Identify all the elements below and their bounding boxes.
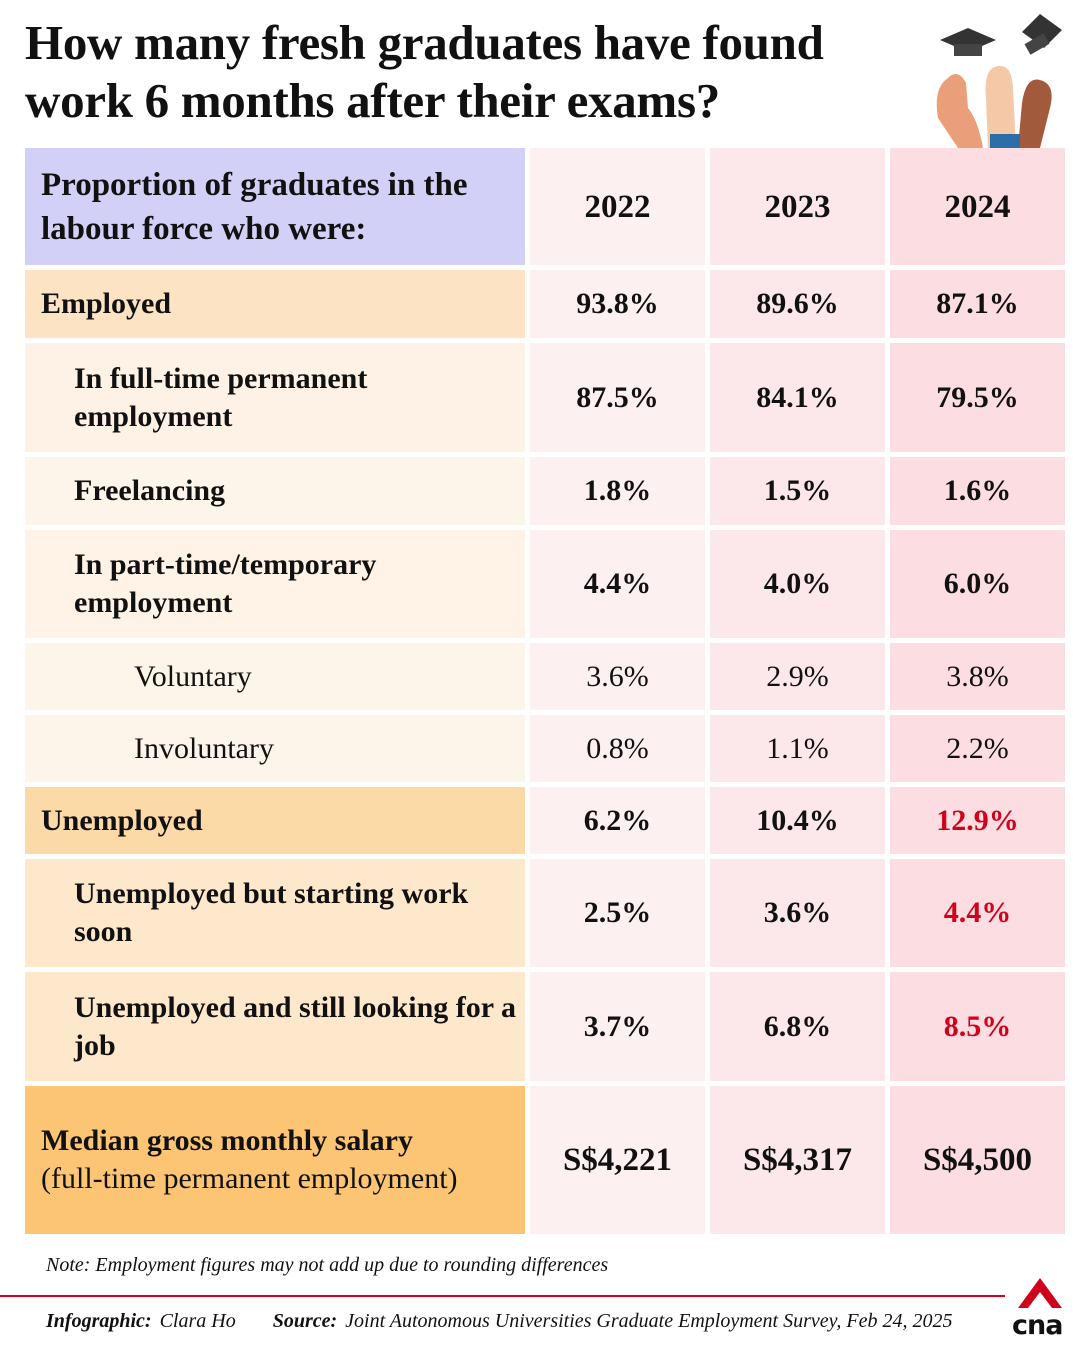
- value-cell: 1.6%: [890, 457, 1065, 525]
- logo-mark: [1018, 1278, 1062, 1308]
- value-cell: 4.4%: [890, 859, 1065, 967]
- year-header: 2024: [890, 148, 1065, 265]
- row-label: Unemployed: [25, 787, 525, 854]
- value-cell: 8.5%: [890, 972, 1065, 1081]
- value-cell: 1.8%: [530, 457, 705, 525]
- value-cell: 6.2%: [530, 787, 705, 854]
- value-cell: 3.6%: [710, 859, 885, 967]
- credit: Clara Ho: [159, 1310, 236, 1332]
- value-cell: 79.5%: [890, 343, 1065, 452]
- year-header: 2022: [530, 148, 705, 265]
- value-cell: 12.9%: [890, 787, 1065, 854]
- value-cell: 1.1%: [710, 715, 885, 782]
- source-label: Source:: [272, 1310, 338, 1332]
- row-label: Unemployed and still looking for a job: [25, 972, 525, 1081]
- row-label: Median gross monthly salary (full-time pe…: [25, 1086, 525, 1234]
- value-cell: 3.8%: [890, 643, 1065, 710]
- value-cell: 3.7%: [530, 972, 705, 1081]
- value-cell: S$4,500: [890, 1086, 1065, 1234]
- row-label: Freelancing: [25, 457, 525, 525]
- divider: [0, 1295, 1005, 1297]
- value-cell: 93.8%: [530, 270, 705, 338]
- value-cell: 6.8%: [710, 972, 885, 1081]
- header-label: Proportion of graduates in the labour fo…: [25, 148, 525, 265]
- source: Joint Autonomous Universities Graduate E…: [345, 1310, 953, 1332]
- value-cell: 4.4%: [530, 530, 705, 638]
- value-cell: 2.5%: [530, 859, 705, 967]
- row-label-main: Median gross monthly salary: [41, 1124, 413, 1157]
- value-cell: 89.6%: [710, 270, 885, 338]
- table: Proportion of graduates in the labour fo…: [25, 148, 1065, 1234]
- value-cell: 84.1%: [710, 343, 885, 452]
- value-cell: 0.8%: [530, 715, 705, 782]
- value-cell: 6.0%: [890, 530, 1065, 638]
- credit-label: Infographic:: [46, 1310, 152, 1332]
- value-cell: 4.0%: [710, 530, 885, 638]
- title: How many fresh graduates have found work…: [25, 15, 824, 128]
- value-cell: 2.9%: [710, 643, 885, 710]
- row-label: Employed: [25, 270, 525, 338]
- row-label: In full-time permanent employment: [25, 343, 525, 452]
- row-label: Voluntary: [25, 643, 525, 710]
- logo: cna: [1012, 1310, 1063, 1341]
- row-label: Involuntary: [25, 715, 525, 782]
- row-label: Unemployed but starting work soon: [25, 859, 525, 967]
- value-cell: 2.2%: [890, 715, 1065, 782]
- note: Note: Employment figures may not add up …: [46, 1254, 609, 1276]
- row-label: In part-time/temporary employment: [25, 530, 525, 638]
- value-cell: 87.1%: [890, 270, 1065, 338]
- value-cell: S$4,221: [530, 1086, 705, 1234]
- value-cell: 3.6%: [530, 643, 705, 710]
- footer: Infographic: Clara Ho Source: Joint Autono…: [46, 1310, 952, 1333]
- value-cell: S$4,317: [710, 1086, 885, 1234]
- value-cell: 1.5%: [710, 457, 885, 525]
- value-cell: 87.5%: [530, 343, 705, 452]
- row-label-sub: (full-time permanent employment): [41, 1162, 458, 1195]
- value-cell: 10.4%: [710, 787, 885, 854]
- decoration: [936, 14, 1062, 152]
- year-header: 2023: [710, 148, 885, 265]
